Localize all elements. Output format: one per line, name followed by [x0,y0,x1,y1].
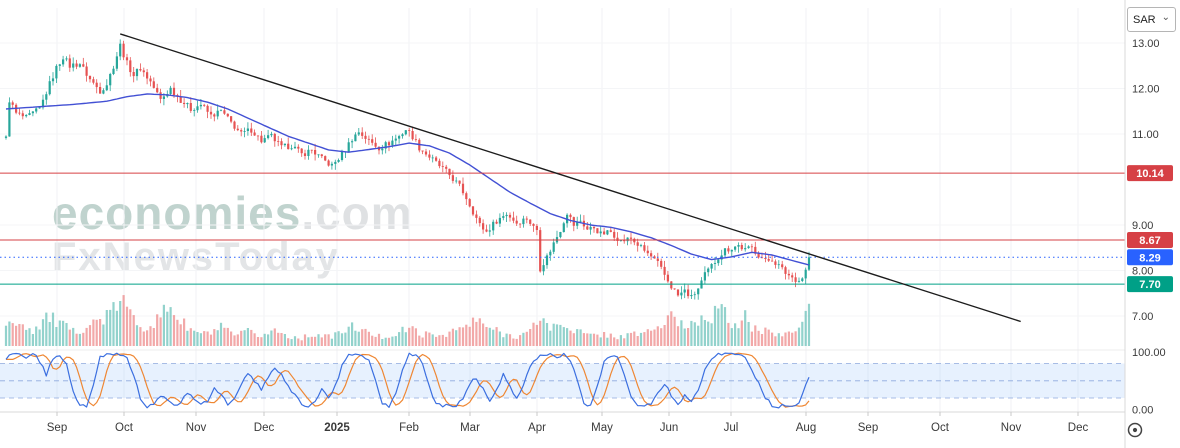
settings-icon-glyph [1127,422,1143,438]
svg-text:0.00: 0.00 [1132,405,1153,417]
svg-text:Aug: Aug [796,422,816,434]
svg-text:Jun: Jun [660,422,679,434]
svg-text:7.00: 7.00 [1132,311,1153,323]
svg-text:Nov: Nov [186,422,207,434]
svg-text:8.67: 8.67 [1139,235,1160,247]
svg-text:8.29: 8.29 [1139,252,1160,264]
svg-text:May: May [591,422,613,434]
oscillator-band [0,363,1125,399]
svg-text:9.00: 9.00 [1132,220,1153,232]
svg-text:12.00: 12.00 [1132,84,1160,96]
grid-layer [0,8,1125,412]
svg-text:Sep: Sep [47,422,67,434]
price-axis[interactable]: 13.00 12.00 11.00 9.00 8.00 7.00 100.00 0.00 10.… [1127,38,1173,417]
svg-text:Dec: Dec [254,422,275,434]
svg-text:13.00: 13.00 [1132,38,1160,50]
symbol-dropdown-label: SAR [1133,13,1156,26]
svg-text:Jul: Jul [724,422,739,434]
svg-text:Apr: Apr [528,422,546,434]
price-levels-layer [0,172,1125,285]
svg-text:10.14: 10.14 [1136,168,1164,180]
svg-text:Feb: Feb [399,422,419,434]
svg-text:Nov: Nov [1001,422,1022,434]
volume-layer [4,295,811,346]
svg-text:100.00: 100.00 [1132,347,1166,359]
svg-text:Mar: Mar [460,422,480,434]
time-axis[interactable]: Sep Oct Nov Dec 2025 Feb Mar Apr May Jun Jul Aug Sep… [47,412,1089,434]
svg-text:2025: 2025 [324,422,350,434]
candles-layer [4,39,811,300]
svg-text:Oct: Oct [115,422,134,434]
axis-lines [0,0,1126,448]
svg-text:Dec: Dec [1068,422,1089,434]
settings-icon[interactable] [1125,420,1145,440]
svg-text:Oct: Oct [931,422,950,434]
svg-text:7.70: 7.70 [1139,279,1160,291]
svg-text:8.00: 8.00 [1132,266,1153,278]
symbol-dropdown[interactable]: SAR ⌄ [1127,7,1176,32]
svg-text:11.00: 11.00 [1132,129,1159,141]
moving-average-line [5,93,810,266]
svg-text:Sep: Sep [858,422,878,434]
chevron-down-icon: ⌄ [1161,12,1170,23]
trendline[interactable] [119,33,1021,323]
stochastic-layer [5,352,810,409]
